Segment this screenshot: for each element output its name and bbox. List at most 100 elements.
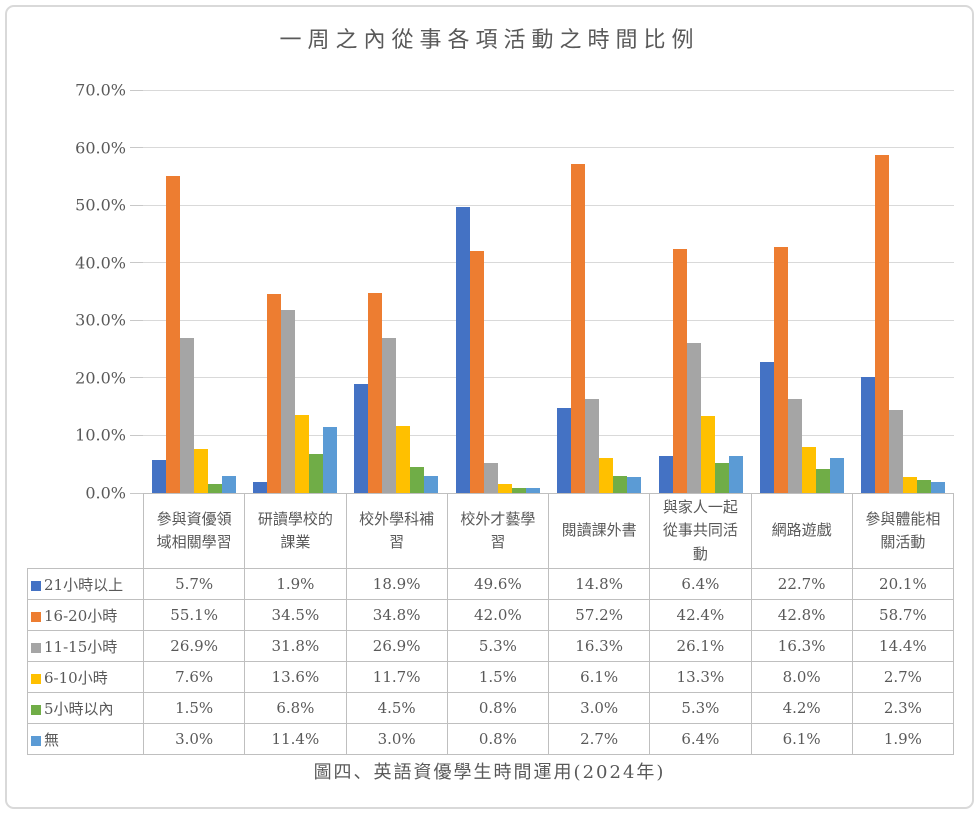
bar (773, 246, 788, 493)
bar (700, 416, 715, 493)
table-head: 參與資優領域相關學習 研讀學校的課業 校外學科補習 校外才藝學習 閱讀課外書 與家人一起從… (27, 493, 955, 569)
value-cell: 5.3% (649, 692, 752, 724)
table-row: 6-10小時 7.6% 13.6% 11.7% 1.5% 6.1% 13.3% 8.0% 2.7… (27, 661, 955, 693)
value-cell: 0.8% (446, 692, 550, 724)
bar (165, 175, 180, 493)
series-name: 21小時以上 (44, 575, 124, 594)
value-cell: 1.5% (142, 692, 246, 724)
bar-group (346, 90, 447, 493)
table-corner-cell (27, 493, 144, 569)
gridline (143, 377, 954, 379)
y-axis-tick (130, 377, 143, 379)
plot-area: 0.0% 10.0% 20.0% 30.0% 40.0% 50.0% 60.0% 70.0% (75, 81, 954, 503)
bar (410, 467, 425, 493)
bar (455, 207, 470, 493)
bar (861, 377, 876, 493)
value-cell: 55.1% (142, 599, 246, 631)
table-row: 11-15小時 26.9% 31.8% 26.9% 5.3% 16.3% 26.1% 16.3… (27, 630, 955, 662)
bar (585, 399, 600, 493)
value-cell: 49.6% (446, 568, 550, 600)
value-cell: 5.3% (446, 630, 550, 662)
series-label-cell: 16-20小時 (27, 599, 144, 631)
table-row: 21小時以上 5.7% 1.9% 18.9% 49.6% 14.8% 6.4% 22.7% 20… (27, 568, 955, 600)
category-header-cell: 與家人一起從事共同活動 (649, 493, 752, 569)
series-label-cell: 11-15小時 (27, 630, 144, 662)
gridline (143, 89, 954, 91)
y-axis-tick (130, 434, 143, 436)
legend-swatch (31, 735, 41, 746)
series-name: 5小時以內 (44, 699, 114, 718)
bar (309, 453, 324, 493)
value-cell: 11.7% (345, 661, 448, 693)
y-axis-label: 60.0% (75, 138, 126, 158)
bar-group (447, 90, 548, 493)
bar (815, 468, 830, 493)
bar (151, 460, 166, 493)
y-axis-label: 40.0% (75, 253, 126, 273)
bar (354, 384, 369, 493)
legend-swatch (31, 642, 41, 653)
bar (728, 456, 743, 493)
bar (382, 338, 397, 493)
category-header-cell: 校外才藝學習 (446, 493, 550, 569)
value-cell: 6.1% (750, 723, 853, 755)
bar (323, 427, 338, 493)
value-cell: 6.4% (649, 568, 752, 600)
value-cell: 8.0% (750, 661, 853, 693)
value-cell: 3.0% (345, 723, 448, 755)
value-cell: 2.7% (851, 661, 955, 693)
value-cell: 3.0% (547, 692, 651, 724)
series-label-cell: 5小時以內 (27, 692, 144, 724)
bar-group (650, 90, 751, 493)
value-cell: 22.7% (750, 568, 853, 600)
y-axis-tick (130, 319, 143, 321)
y-axis-label: 30.0% (75, 310, 126, 330)
legend-swatch (31, 580, 41, 591)
value-cell: 18.9% (345, 568, 448, 600)
value-cell: 2.7% (547, 723, 651, 755)
bar (193, 449, 208, 493)
value-cell: 13.3% (649, 661, 752, 693)
y-axis-tick (130, 204, 143, 206)
bar (267, 294, 282, 493)
bar (483, 462, 498, 493)
bar (759, 362, 774, 493)
category-header-cell: 參與資優領域相關學習 (142, 493, 246, 569)
bar (658, 456, 673, 493)
value-cell: 31.8% (244, 630, 347, 662)
series-label-cell: 無 (27, 723, 144, 755)
bar (424, 475, 439, 493)
bar (295, 414, 310, 493)
gridline (143, 147, 954, 149)
series-label-cell: 21小時以上 (27, 568, 144, 600)
value-cell: 42.4% (649, 599, 752, 631)
bar (829, 457, 844, 493)
series-name: 無 (44, 730, 60, 749)
value-cell: 1.9% (851, 723, 955, 755)
bar (368, 292, 383, 493)
bar (281, 309, 296, 493)
bar (511, 488, 526, 493)
series-name: 16-20小時 (44, 606, 118, 625)
value-cell: 13.6% (244, 661, 347, 693)
category-header-cell: 研讀學校的課業 (244, 493, 347, 569)
chart-title: 一周之內從事各項活動之時間比例 (279, 28, 700, 53)
bar (221, 475, 236, 493)
bar-group (244, 90, 345, 493)
bar (179, 338, 194, 493)
value-cell: 0.8% (446, 723, 550, 755)
bar-groups (143, 90, 954, 493)
value-cell: 4.5% (345, 692, 448, 724)
value-cell: 34.8% (345, 599, 448, 631)
value-cell: 14.4% (851, 630, 955, 662)
chart-caption: 圖四、英語資優學生時間運用(2024年) (313, 762, 666, 783)
bar (207, 484, 222, 493)
bar (875, 155, 890, 493)
y-axis-label: 10.0% (75, 425, 126, 445)
value-cell: 5.7% (142, 568, 246, 600)
gridline (143, 262, 954, 264)
value-cell: 1.9% (244, 568, 347, 600)
table-row: 無 3.0% 11.4% 3.0% 0.8% 2.7% 6.4% 6.1% 1.9% (27, 723, 955, 755)
value-cell: 14.8% (547, 568, 651, 600)
table-row: 5小時以內 1.5% 6.8% 4.5% 0.8% 3.0% 5.3% 4.2% 2.3% (27, 692, 955, 724)
